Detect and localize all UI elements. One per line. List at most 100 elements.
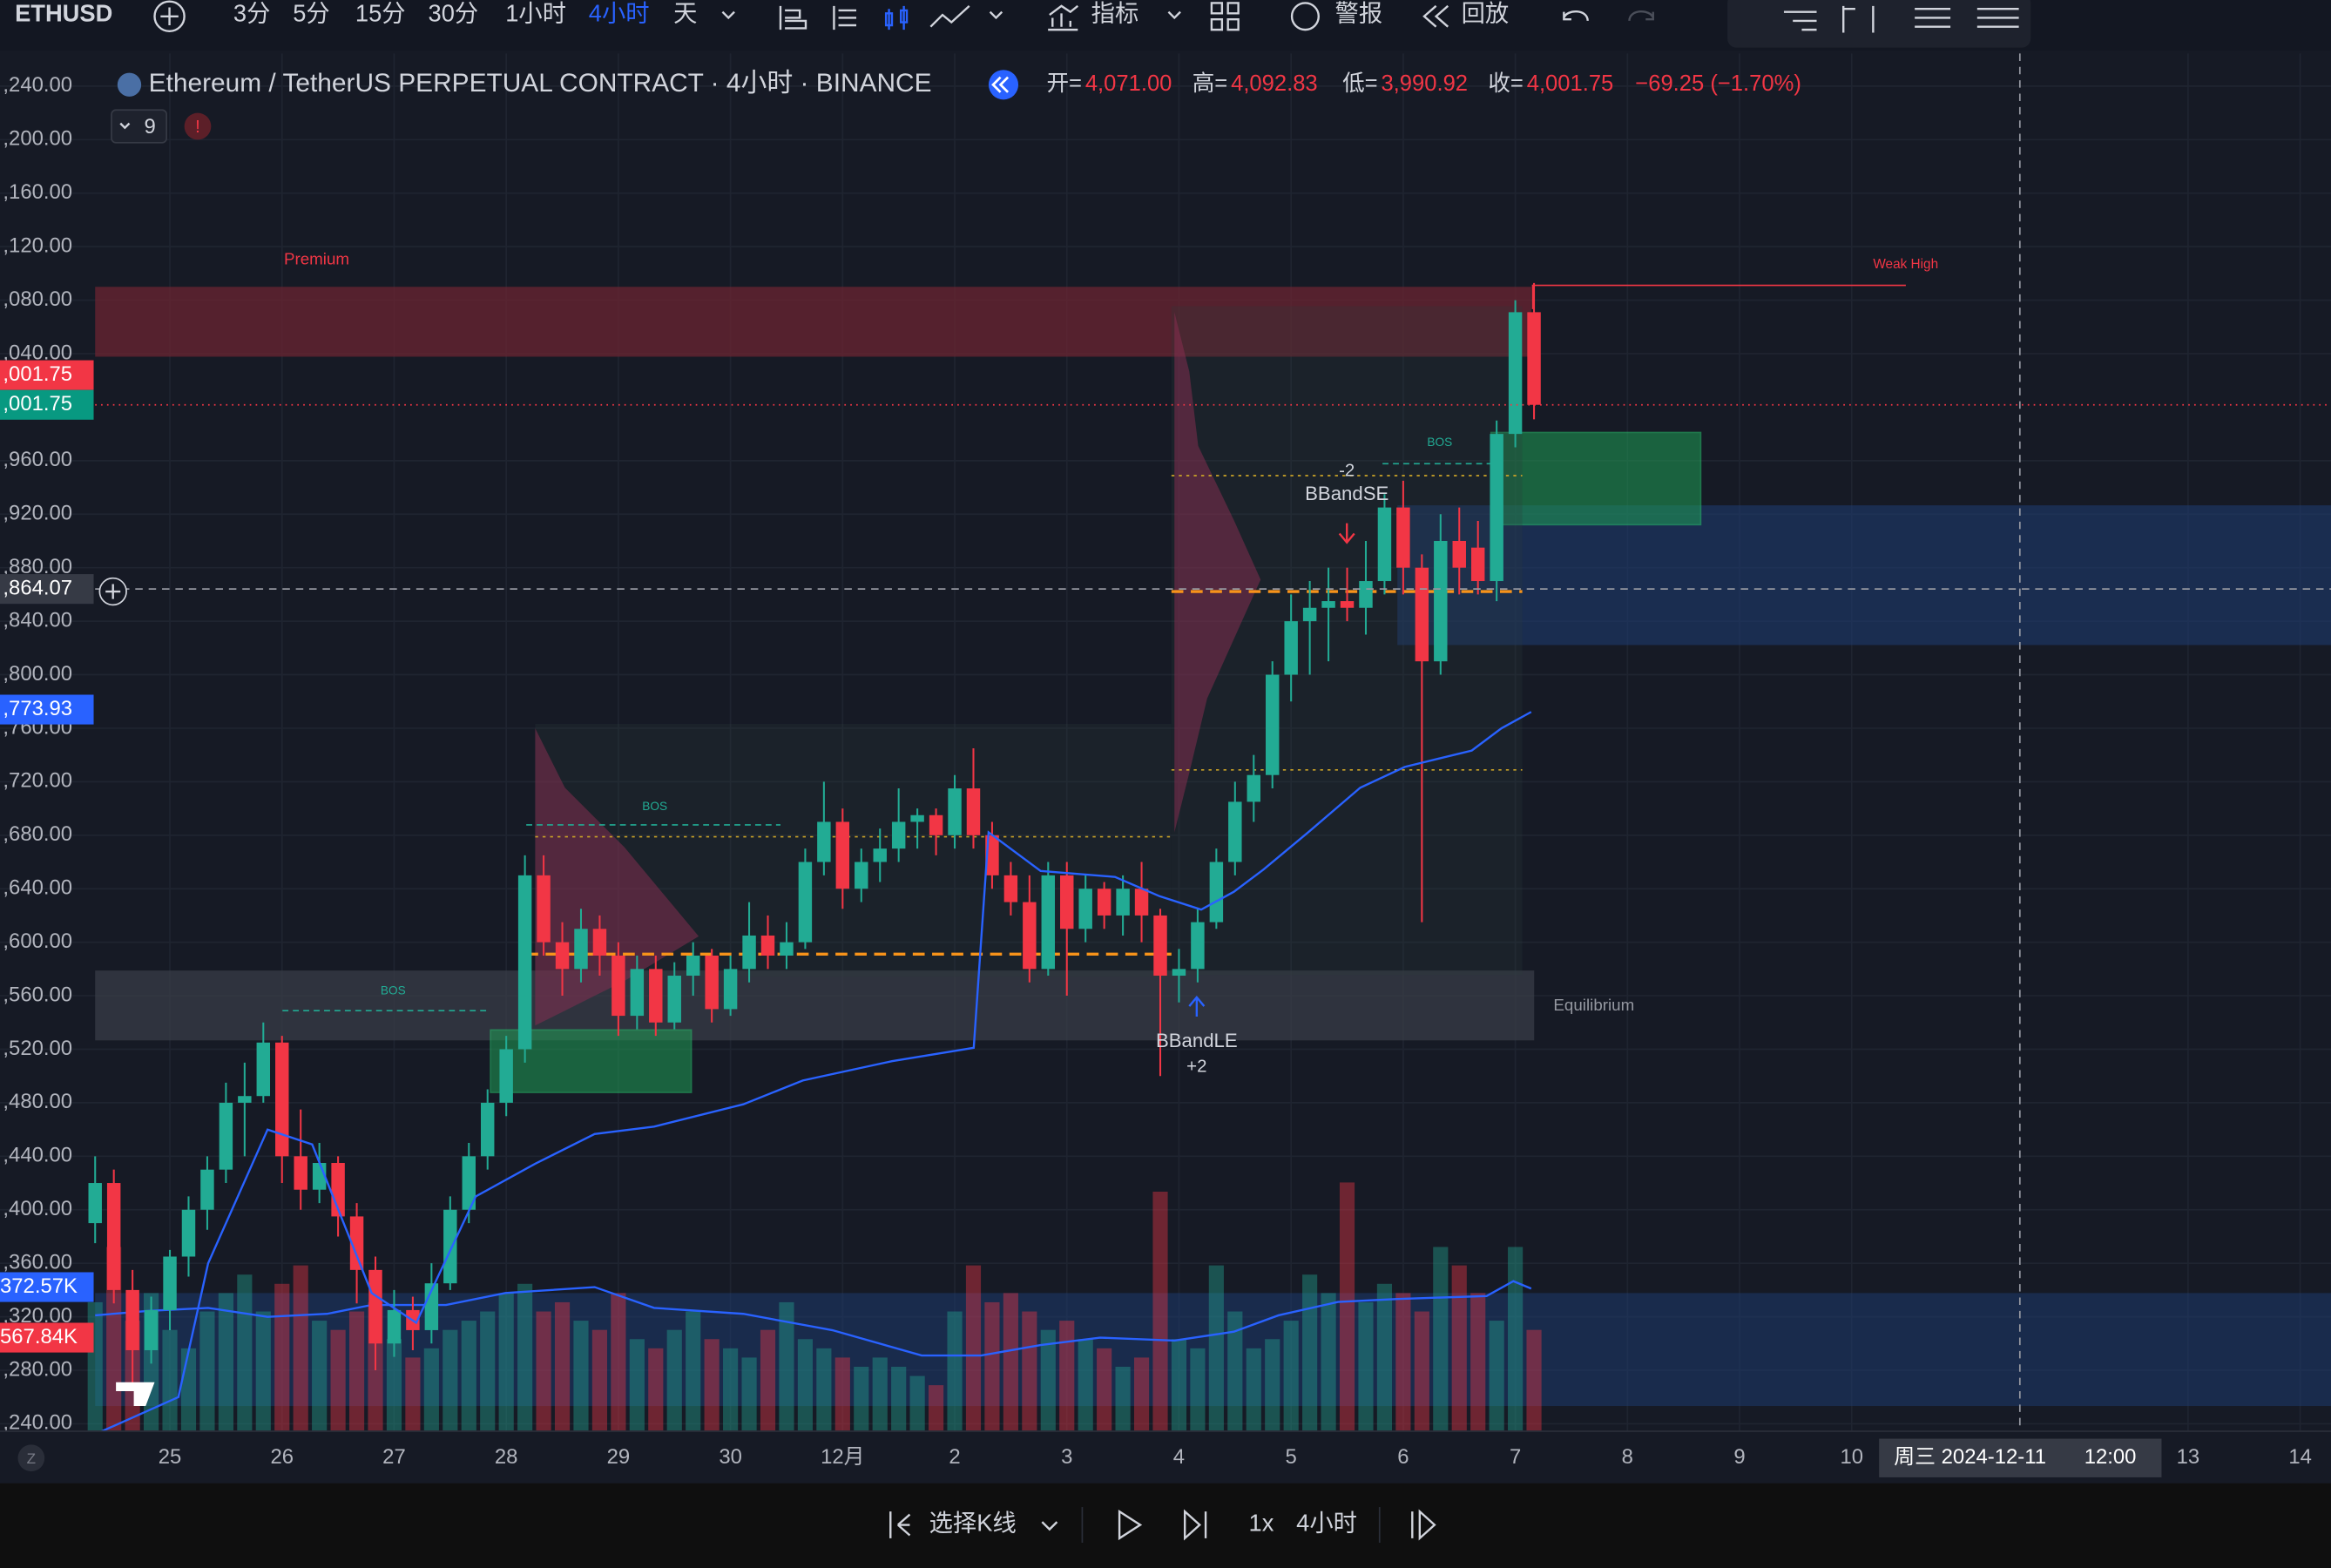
- zoom-button[interactable]: [17, 1444, 45, 1472]
- grid: [0, 53, 2331, 1432]
- volume-bar: [386, 1339, 402, 1432]
- replay-icon[interactable]: [1422, 4, 1449, 28]
- x-tick-label: 4: [1173, 1445, 1185, 1469]
- volume-bar: [498, 1293, 514, 1432]
- interval[interactable]: 5分: [293, 0, 329, 26]
- interval[interactable]: 天: [673, 0, 697, 26]
- interval[interactable]: 30分: [429, 0, 479, 26]
- volume-bar: [1171, 1339, 1187, 1432]
- bos-label: BOS: [1427, 436, 1452, 449]
- candle-body: [368, 1269, 382, 1344]
- interval-active[interactable]: 4小时: [589, 0, 650, 26]
- x-tick-label: 7: [1510, 1445, 1521, 1469]
- interval[interactable]: 3分: [233, 0, 270, 26]
- volume-bar: [255, 1311, 271, 1432]
- drawing-tools[interactable]: [1783, 5, 2019, 33]
- select-bar-icon[interactable]: [889, 1511, 911, 1538]
- dropdown[interactable]: [1167, 10, 1181, 20]
- undo-icon[interactable]: [1563, 10, 1589, 22]
- volume-bar: [779, 1301, 794, 1432]
- volume-bar: [517, 1283, 533, 1432]
- y-tick-label: ,440.00: [3, 1144, 72, 1167]
- chevron: [119, 122, 131, 130]
- candle-body: [630, 969, 645, 1017]
- candle-body: [1097, 889, 1111, 916]
- volume-bar: [741, 1357, 757, 1432]
- redo-icon[interactable]: [1628, 10, 1654, 22]
- error-badge[interactable]: [184, 112, 212, 140]
- replay-interval[interactable]: 4小时: [1296, 1510, 1357, 1537]
- error-icon: !: [195, 117, 200, 137]
- play-button[interactable]: [1118, 1509, 1143, 1541]
- replay-badge[interactable]: [988, 70, 1019, 100]
- indicator-toggle[interactable]: [111, 109, 167, 144]
- jump-button[interactable]: [1411, 1509, 1436, 1541]
- signal-qty: -2: [1339, 460, 1355, 480]
- price-tag: [0, 389, 94, 420]
- candle-body: [387, 1309, 402, 1344]
- x-tick-label: 9: [1733, 1445, 1745, 1469]
- candle-body: [611, 955, 625, 1017]
- bar-type-icon[interactable]: [779, 5, 807, 30]
- premium-zone: [95, 287, 1531, 357]
- volume-bar: [1190, 1348, 1206, 1432]
- add-symbol-icon[interactable]: [153, 0, 186, 33]
- layout-icon[interactable]: [1210, 2, 1240, 31]
- volume-bar: [1078, 1339, 1093, 1432]
- symbol[interactable]: ETHUSD: [15, 0, 112, 26]
- candle-body: [705, 955, 719, 1010]
- candle-body: [1377, 507, 1392, 582]
- volume-bar: [648, 1348, 664, 1432]
- candle-body: [760, 935, 775, 956]
- indicators-button[interactable]: 指标: [1091, 0, 1139, 26]
- x-tick-label: 2: [949, 1445, 960, 1469]
- dropdown[interactable]: [721, 10, 735, 20]
- price-tag: [0, 574, 94, 605]
- volume-bar: [1433, 1247, 1449, 1432]
- candle-body: [555, 942, 570, 970]
- volume-bar: [480, 1311, 496, 1432]
- x-tick-label: 12月: [821, 1445, 864, 1469]
- x-tick-label: 26: [270, 1445, 294, 1469]
- y-tick-label: ,720.00: [3, 769, 72, 793]
- legend-title: Ethereum / TetherUS PERPETUAL CONTRACT ·…: [149, 69, 932, 98]
- volume-tag: [0, 1272, 94, 1302]
- volume-bar: [1508, 1247, 1524, 1432]
- speed-button[interactable]: 1x: [1249, 1510, 1274, 1537]
- dropdown[interactable]: [989, 10, 1003, 20]
- alerts-button[interactable]: 警报: [1335, 0, 1383, 26]
- y-tick-label: ,520.00: [3, 1037, 72, 1060]
- volume-bar: [554, 1301, 571, 1432]
- step-button[interactable]: [1183, 1509, 1207, 1541]
- volume-bar: [1526, 1329, 1542, 1432]
- candle-body: [891, 821, 906, 849]
- ohlc-label: 高=: [1193, 71, 1228, 96]
- volume-bar: [312, 1321, 328, 1432]
- select-bar-button[interactable]: 选择K线: [929, 1510, 1017, 1537]
- alert-icon[interactable]: [1290, 2, 1320, 31]
- candle-body: [219, 1102, 233, 1170]
- volume-bar: [797, 1339, 813, 1432]
- volume-ma: [95, 1280, 1532, 1357]
- x-tick-label: 30: [719, 1445, 742, 1469]
- dropdown[interactable]: [1041, 1521, 1058, 1531]
- volume-bar: [1059, 1321, 1075, 1432]
- indicator-icon[interactable]: [1048, 4, 1079, 31]
- interval[interactable]: 15分: [355, 0, 406, 26]
- bos-label: BOS: [381, 984, 406, 997]
- volume-bar: [1470, 1293, 1486, 1432]
- candle-body: [1172, 969, 1186, 977]
- interval[interactable]: 1小时: [505, 0, 566, 26]
- order-block: [1490, 431, 1702, 526]
- x-tick-label: 29: [607, 1445, 631, 1469]
- volume-bar: [854, 1366, 869, 1432]
- y-tick-label: ,480.00: [3, 1090, 72, 1113]
- bar-type-icon[interactable]: [833, 5, 857, 30]
- x-tick-label: 8: [1622, 1445, 1633, 1469]
- line-icon[interactable]: [929, 4, 970, 28]
- replay-badge-icon: [991, 76, 1010, 93]
- candle-icon[interactable]: [884, 5, 909, 30]
- replay-button[interactable]: 回放: [1462, 0, 1510, 26]
- volume-bar: [686, 1311, 701, 1432]
- price-tag-label: ,001.75: [3, 362, 72, 386]
